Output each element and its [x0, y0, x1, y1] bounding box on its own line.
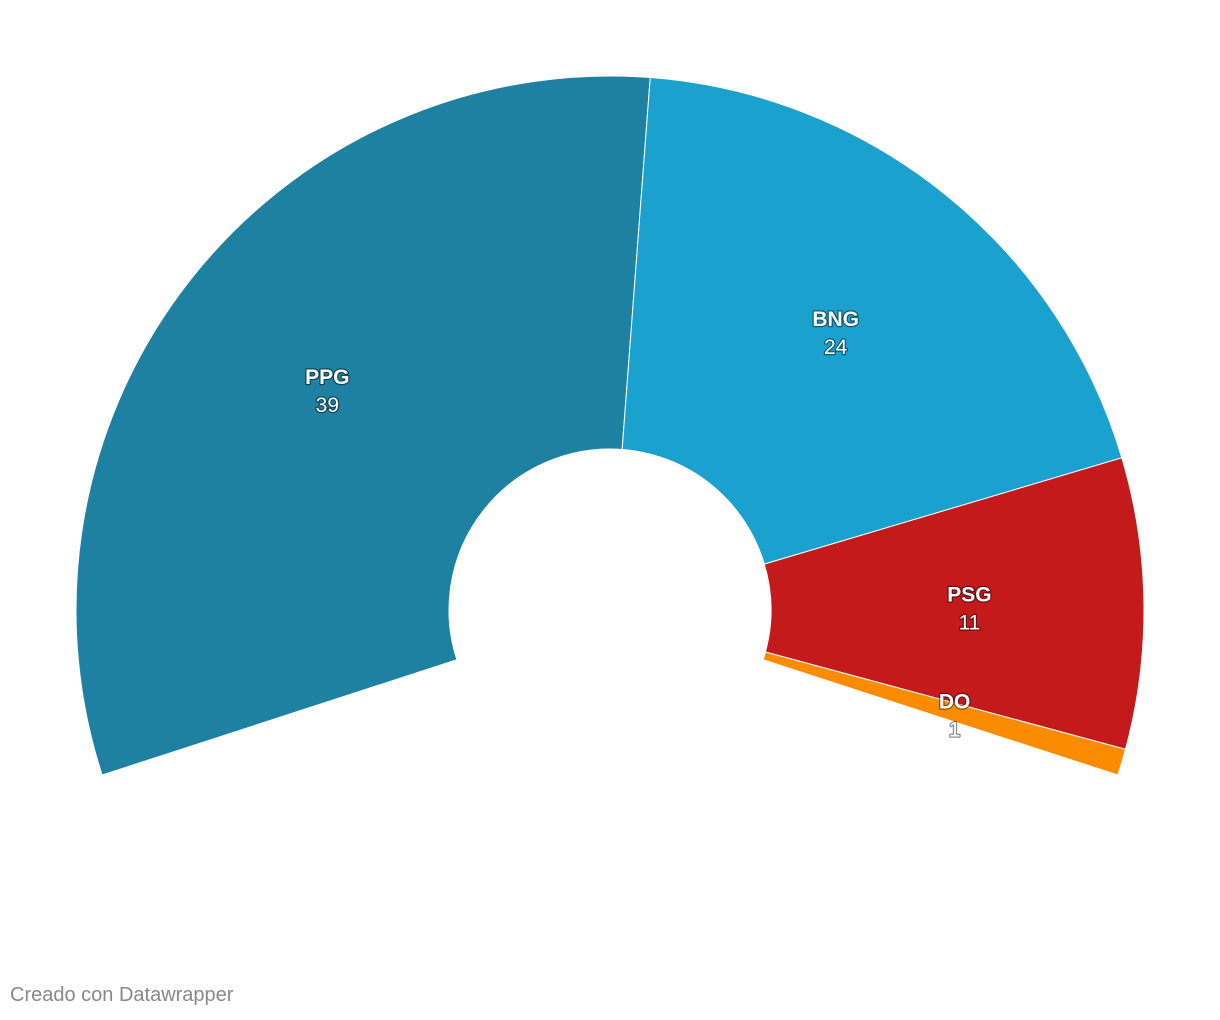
slice-bng: [621, 76, 1123, 565]
label-psg-name: PSG: [947, 583, 991, 606]
chart-labels: PPG 39 BNG 24 PSG 11 DO 1: [304, 307, 993, 743]
credit-text: Creado con Datawrapper: [10, 984, 234, 1006]
label-bng-name: BNG: [812, 308, 859, 331]
label-psg-value: 11: [959, 611, 981, 634]
chart-slices: [75, 75, 1145, 776]
label-do-name: DO: [939, 690, 971, 713]
slice-ppg: [75, 75, 651, 776]
label-bng-value: 24: [824, 336, 848, 359]
label-ppg-value: 39: [316, 394, 339, 417]
slice-do: [762, 651, 1127, 776]
label-ppg-name: PPG: [305, 366, 349, 389]
label-do-value: 1: [949, 718, 961, 741]
slice-psg: [763, 457, 1145, 750]
